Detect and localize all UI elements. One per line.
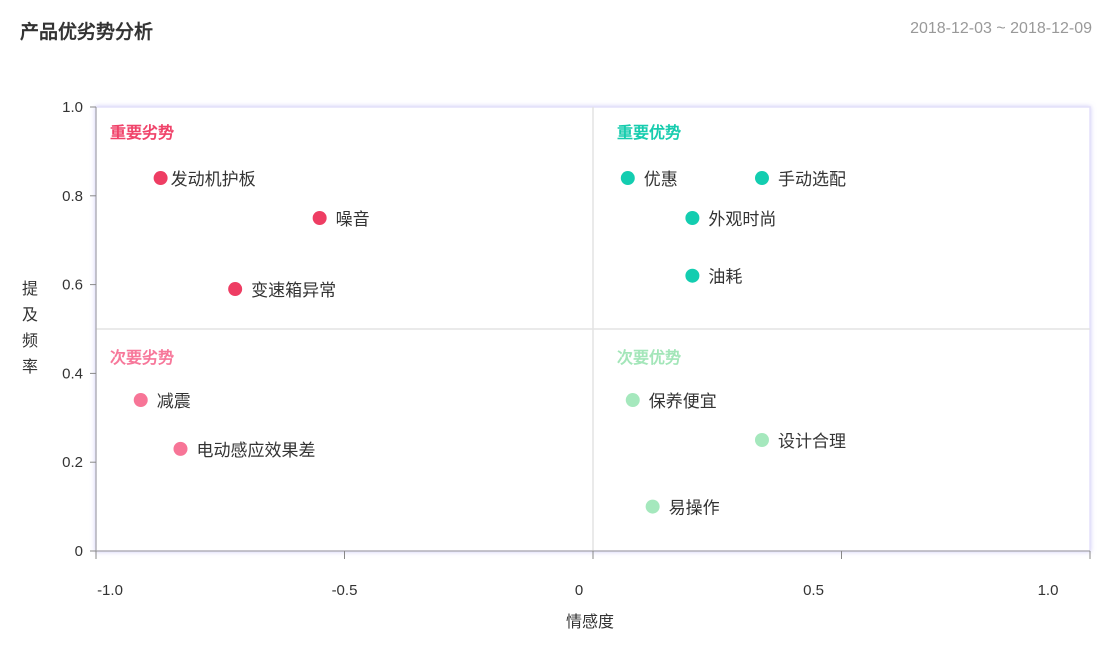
quadrant-title: 次要劣势 bbox=[110, 348, 174, 367]
data-point-label: 噪音 bbox=[336, 210, 370, 230]
x-tick-label: -1.0 bbox=[97, 582, 123, 599]
data-point bbox=[685, 211, 700, 225]
data-point bbox=[228, 282, 243, 297]
y-axis-label: 提及频率 bbox=[21, 279, 38, 376]
data-point bbox=[173, 441, 188, 456]
data-point-label: 手动选配 bbox=[778, 170, 846, 190]
data-point bbox=[153, 171, 168, 186]
data-point-label: 油耗 bbox=[708, 268, 742, 288]
data-point bbox=[620, 171, 635, 186]
y-tick-label: 0.6 bbox=[62, 277, 83, 294]
y-tick-label: 0 bbox=[75, 543, 83, 560]
data-point-label: 电动感应效果差 bbox=[196, 441, 315, 461]
data-point-label: 发动机护板 bbox=[171, 170, 256, 190]
data-point-label: 保养便宜 bbox=[649, 392, 717, 412]
data-point-label: 易操作 bbox=[669, 499, 720, 519]
y-tick-label: 0.2 bbox=[62, 454, 83, 471]
data-point bbox=[133, 393, 148, 408]
data-point-label: 设计合理 bbox=[778, 432, 846, 452]
quadrant-title: 次要优势 bbox=[617, 348, 681, 367]
y-tick-label: 0.4 bbox=[62, 365, 83, 382]
x-tick-label: 1.0 bbox=[1038, 582, 1059, 599]
chart-title: 产品优劣势分析 bbox=[20, 21, 154, 43]
x-axis-label: 情感度 bbox=[565, 612, 614, 631]
x-tick-label: 0.5 bbox=[803, 582, 824, 599]
data-point bbox=[625, 393, 640, 408]
quadrant-title: 重要劣势 bbox=[110, 123, 174, 142]
y-tick-label: 1.0 bbox=[62, 99, 83, 116]
data-point bbox=[685, 268, 700, 283]
data-point-label: 变速箱异常 bbox=[251, 281, 336, 301]
data-point bbox=[312, 211, 327, 225]
quadrant-title: 重要优势 bbox=[617, 123, 681, 142]
x-tick-label: -0.5 bbox=[332, 582, 358, 599]
date-range: 2018-12-03 ~ 2018-12-09 bbox=[910, 20, 1092, 37]
data-point-label: 外观时尚 bbox=[708, 210, 776, 230]
data-point bbox=[645, 499, 660, 514]
x-tick-label: 0 bbox=[575, 582, 583, 599]
data-point bbox=[754, 171, 769, 186]
y-tick-label: 0.8 bbox=[62, 188, 83, 205]
data-point bbox=[754, 433, 769, 447]
data-point-label: 减震 bbox=[157, 392, 191, 412]
data-point-label: 优惠 bbox=[644, 170, 678, 190]
